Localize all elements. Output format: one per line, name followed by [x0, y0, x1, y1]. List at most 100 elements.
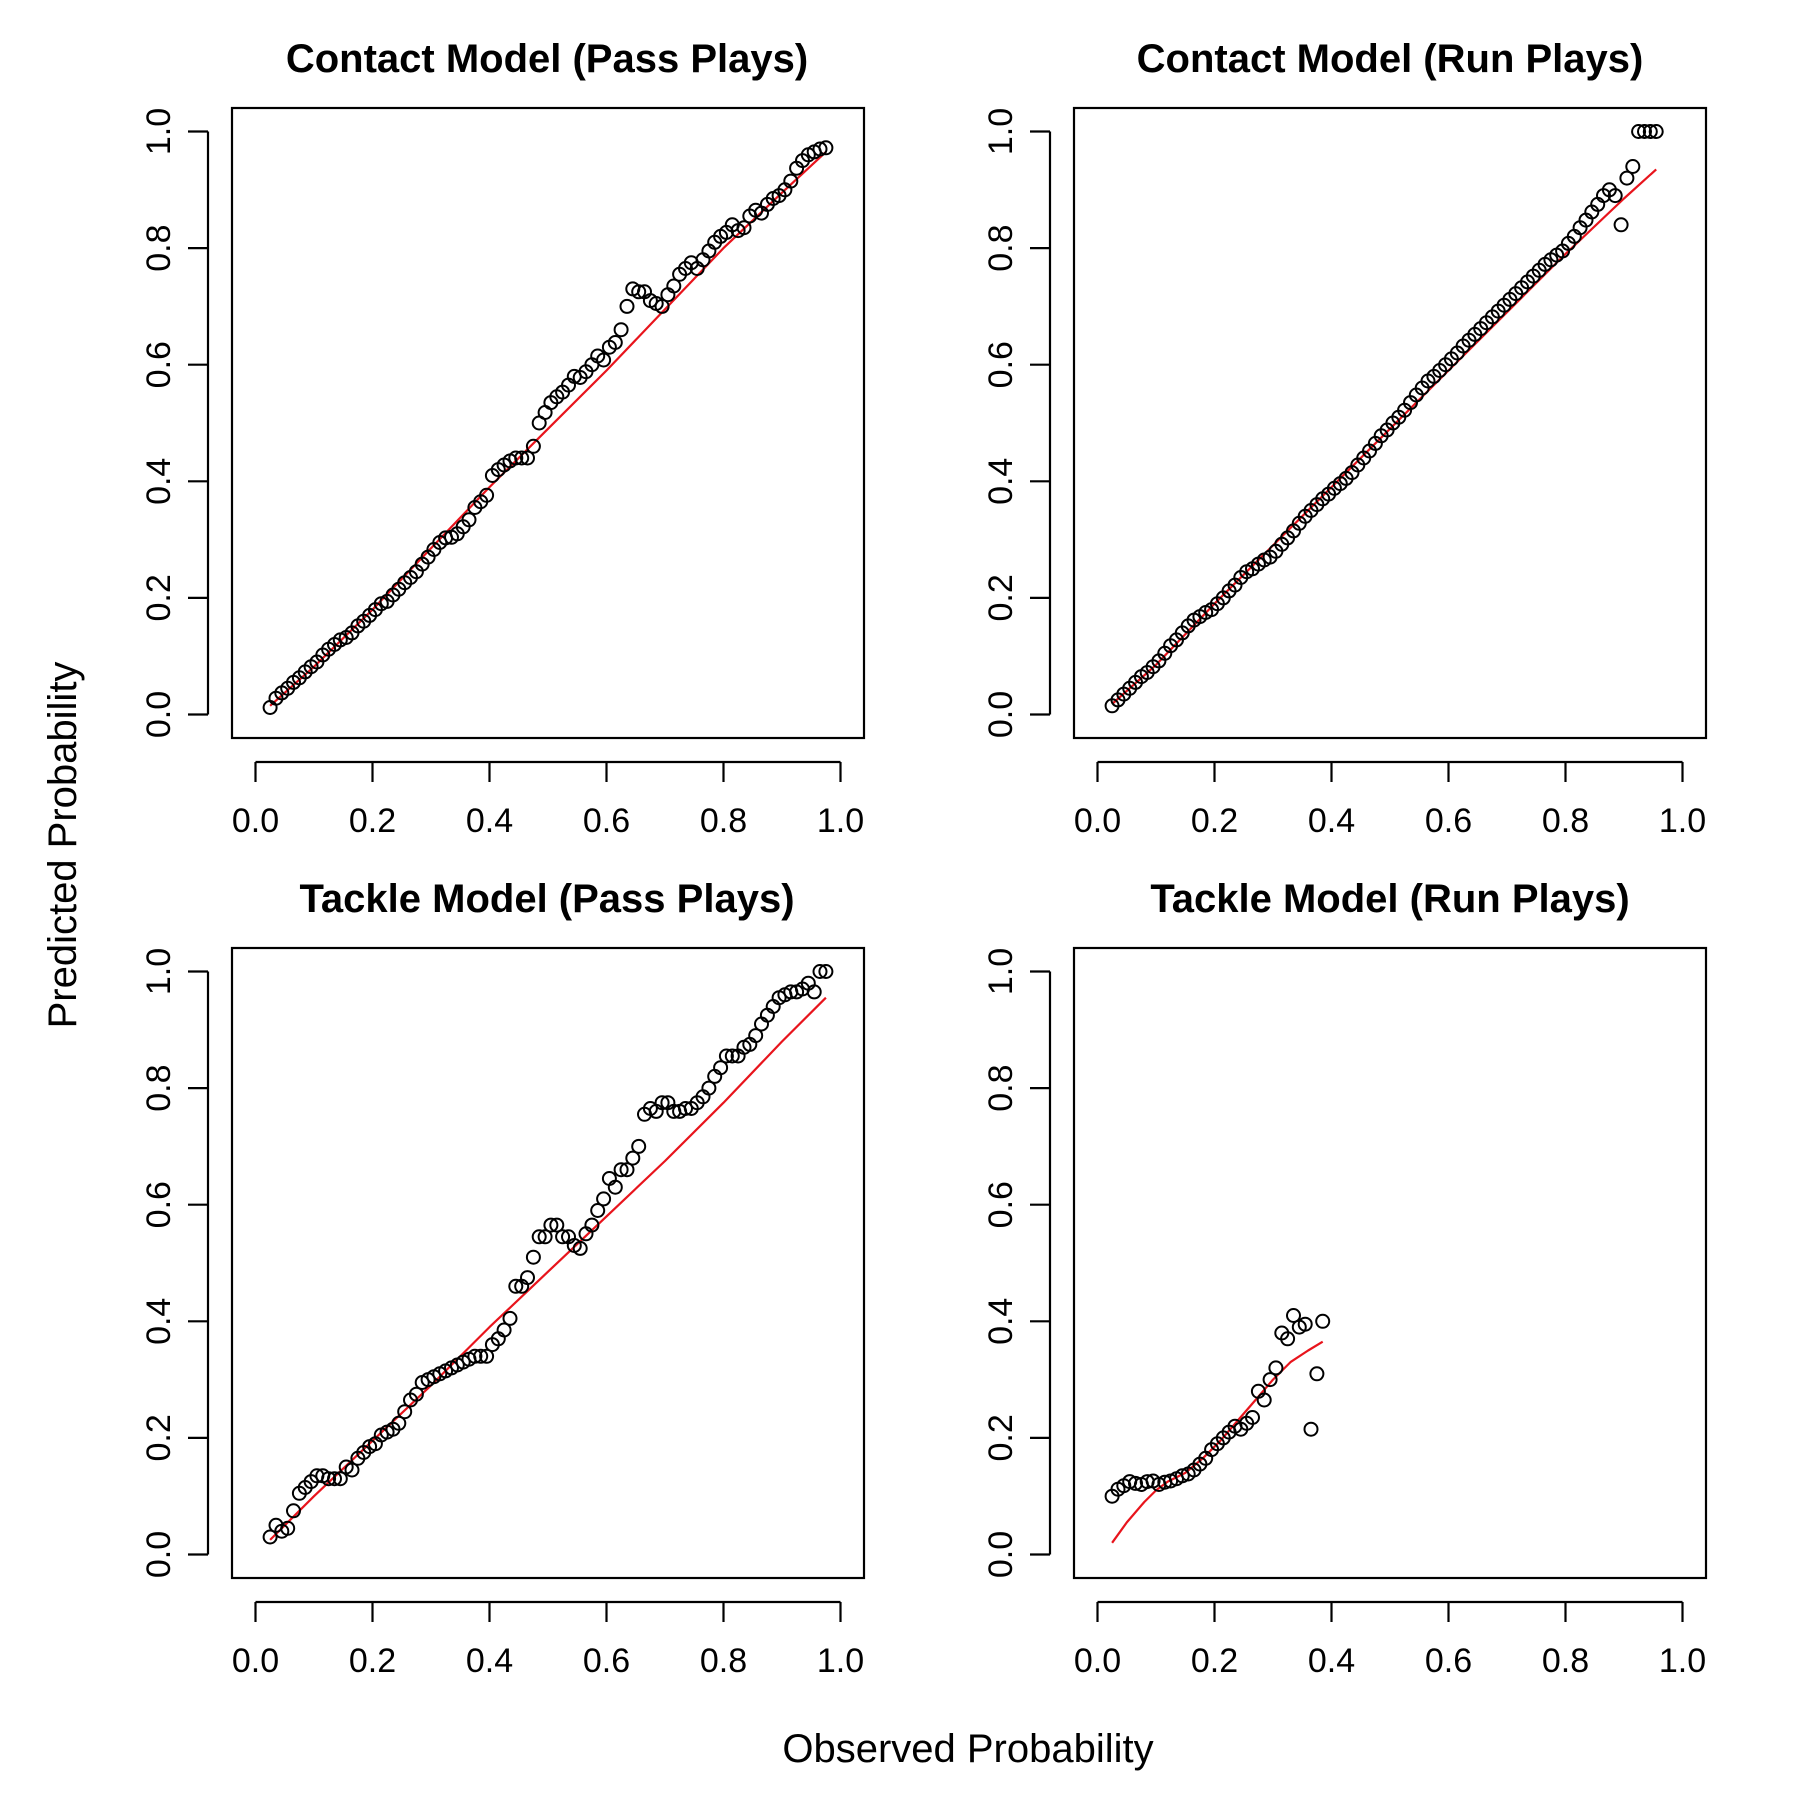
calibration-line: [269, 996, 827, 1541]
y-axis: 0.0 0.2 0.4 0.6 0.8 1.0: [140, 108, 210, 738]
data-point: [1245, 1410, 1260, 1425]
data-point: [1309, 1366, 1325, 1382]
data-point: [666, 278, 682, 294]
data-point: [525, 1249, 541, 1265]
data-point: [391, 1415, 407, 1431]
x-tick-label: 0.2: [349, 1642, 396, 1680]
data-point: [555, 1229, 571, 1245]
x-tick-label: 0.8: [1542, 1642, 1589, 1680]
data-point: [631, 284, 647, 300]
data-point: [1613, 217, 1629, 233]
x-tick-label: 0.8: [700, 802, 747, 840]
x-tick-label: 0.0: [1074, 1642, 1121, 1680]
data-point: [479, 1348, 495, 1364]
data-point: [713, 1060, 729, 1076]
y-tick-label: 1.0: [140, 108, 178, 155]
y-tick-label: 0.8: [982, 224, 1020, 271]
data-point: [1128, 1475, 1143, 1491]
x-tick-label: 0.4: [1308, 1642, 1355, 1680]
x-tick-label: 0.6: [1425, 1642, 1472, 1680]
data-point: [1280, 1331, 1296, 1347]
y-tick-label: 0.8: [982, 1064, 1020, 1111]
y-tick-label: 0.0: [982, 1531, 1020, 1578]
data-point: [584, 1217, 600, 1233]
y-tick-label: 0.6: [140, 341, 178, 388]
data-point: [1297, 1316, 1313, 1332]
data-point: [473, 1348, 489, 1364]
panel-4: Tackle Model (Run Plays) 0.0 0.2 0.4 0.6 0.8 1…: [982, 877, 1708, 1680]
x-tick-label: 1.0: [1659, 802, 1706, 840]
y-tick-label: 0.0: [140, 1531, 178, 1578]
data-point: [783, 173, 799, 189]
data-point: [736, 220, 752, 236]
data-point: [818, 140, 834, 156]
data-point: [280, 1520, 296, 1536]
x-tick-label: 1.0: [817, 1642, 864, 1680]
data-point: [262, 1529, 278, 1545]
panel-3: Tackle Model (Pass Plays) 0.0 0.2 0.4 0.6 0.8…: [140, 877, 866, 1680]
y-tick-label: 0.0: [140, 691, 178, 738]
x-tick-label: 0.8: [1542, 802, 1589, 840]
data-point: [461, 512, 477, 528]
x-tick-label: 0.2: [1191, 802, 1238, 840]
data-point: [1315, 1313, 1331, 1329]
y-tick-label: 0.2: [982, 574, 1020, 621]
x-tick-label: 0.0: [232, 1642, 279, 1680]
data-point: [1637, 124, 1652, 139]
data-point: [508, 1278, 524, 1294]
data-point: [812, 141, 828, 157]
data-points: [262, 964, 834, 1545]
y-tick-label: 0.4: [982, 1298, 1020, 1345]
y-axis: 0.0 0.2 0.4 0.6 0.8 1.0: [140, 948, 210, 1578]
data-points: [1104, 1308, 1331, 1504]
y-tick-label: 0.2: [140, 574, 178, 621]
data-point: [520, 450, 535, 466]
data-point: [818, 964, 834, 979]
data-point: [1625, 159, 1641, 174]
data-point: [327, 1471, 342, 1487]
panel-1: Contact Model (Pass Plays)0.0 0.2 0.4 0.6 0.…: [140, 37, 866, 840]
data-point: [812, 964, 828, 979]
data-point: [549, 1217, 565, 1233]
data-point: [537, 1229, 553, 1245]
data-point: [631, 1138, 647, 1154]
data-point: [397, 1404, 413, 1420]
plot-frame: [1072, 106, 1708, 740]
y-tick-label: 0.6: [982, 1181, 1020, 1228]
panel-title: Contact Model (Run Plays): [1137, 37, 1644, 81]
data-point: [613, 1162, 629, 1178]
data-point: [806, 984, 822, 1000]
x-axis: 0.0 0.2 0.4 0.6 0.8 1.0: [1074, 1600, 1706, 1680]
y-tick-label: 0.4: [982, 458, 1020, 505]
data-point: [596, 352, 612, 368]
x-tick-label: 0.6: [1425, 802, 1472, 840]
x-axis: 0.0 0.2 0.4 0.6 0.8 1.0: [232, 760, 864, 840]
x-tick-label: 0.4: [1308, 802, 1355, 840]
data-point: [479, 487, 495, 503]
data-point: [344, 1462, 360, 1478]
data-point: [1607, 188, 1623, 204]
data-point: [1648, 124, 1664, 139]
data-point: [514, 450, 530, 466]
data-point: [286, 1503, 301, 1519]
data-point: [537, 405, 553, 420]
x-tick-label: 0.4: [466, 1642, 513, 1680]
x-tick-label: 0.0: [1074, 802, 1121, 840]
data-point: [701, 1080, 717, 1096]
y-tick-label: 0.4: [140, 1298, 178, 1345]
data-point: [718, 1048, 734, 1064]
data-point: [496, 1322, 512, 1338]
x-tick-label: 0.6: [583, 1642, 630, 1680]
data-point: [572, 1240, 588, 1256]
y-tick-label: 0.0: [982, 691, 1020, 738]
data-point: [543, 1217, 559, 1233]
data-points: [262, 140, 834, 715]
plot-frame: [230, 106, 866, 740]
plot-frame: [1072, 946, 1708, 1580]
data-points: [1104, 124, 1664, 714]
data-point: [607, 1179, 623, 1195]
data-point: [1256, 1392, 1272, 1408]
data-point: [508, 450, 524, 466]
data-point: [1286, 1308, 1301, 1323]
